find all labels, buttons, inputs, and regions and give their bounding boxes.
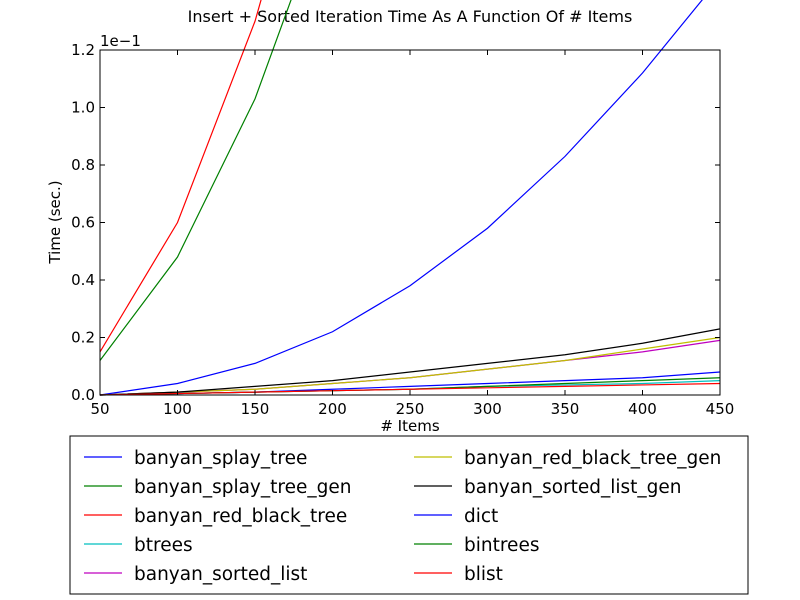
y-tick-label: 1.0 (71, 99, 95, 117)
legend-frame (69, 435, 749, 595)
y-axis-offset-label: 1e−1 (100, 32, 141, 50)
series-line-banyan-red-black-tree (99, 0, 262, 353)
x-tick-label: 300 (473, 400, 502, 418)
legend-label: banyan_red_black_tree_gen (464, 448, 721, 469)
legend-label: btrees (134, 535, 193, 556)
legend-label: banyan_splay_tree_gen (134, 477, 351, 498)
x-tick-label: 450 (706, 400, 735, 418)
x-tick-label: 400 (628, 400, 657, 418)
series-line-banyan-splay-tree-gen (99, 0, 292, 361)
y-axis-label: Time (sec.) (46, 180, 64, 264)
y-tick-label: 0.2 (71, 329, 95, 347)
legend-items: banyan_splay_treebanyan_splay_tree_genba… (84, 448, 721, 585)
y-tick-label: 0.0 (71, 386, 95, 404)
legend-label: dict (464, 506, 498, 527)
chart-title: Insert + Sorted Iteration Time As A Func… (188, 7, 633, 26)
legend-label: blist (464, 564, 503, 585)
legend-label: banyan_splay_tree (134, 448, 307, 469)
series-line-banyan-splay-tree (99, 0, 703, 396)
series-layer (99, 0, 721, 396)
legend-label: banyan_sorted_list_gen (464, 477, 682, 498)
x-tick-label: 200 (318, 400, 347, 418)
plot-area-frame (99, 49, 721, 396)
x-tick-label: 250 (396, 400, 425, 418)
x-tick-label: 50 (90, 400, 109, 418)
x-tick-label: 350 (551, 400, 580, 418)
y-tick-label: 0.4 (71, 271, 95, 289)
y-tick-label: 1.2 (71, 41, 95, 59)
legend-label: bintrees (464, 535, 539, 556)
series-line-banyan-sorted-list-gen (99, 328, 721, 396)
series-line-blist (99, 382, 721, 396)
y-tick-label: 0.8 (71, 156, 95, 174)
series-line-banyan-red-black-tree-gen (99, 336, 721, 396)
legend-label: banyan_red_black_tree (134, 506, 347, 527)
legend-label: banyan_sorted_list (134, 564, 307, 585)
x-axis-label: # Items (380, 417, 439, 435)
y-tick-label: 0.6 (71, 214, 95, 232)
x-tick-label: 150 (241, 400, 270, 418)
axis-ticks: 50 100 150 200 250 300 350 400 450 0.0 0.2 0.4 0.6 0.… (71, 41, 734, 418)
legend: banyan_splay_treebanyan_splay_tree_genba… (69, 435, 749, 595)
x-tick-label: 100 (163, 400, 192, 418)
